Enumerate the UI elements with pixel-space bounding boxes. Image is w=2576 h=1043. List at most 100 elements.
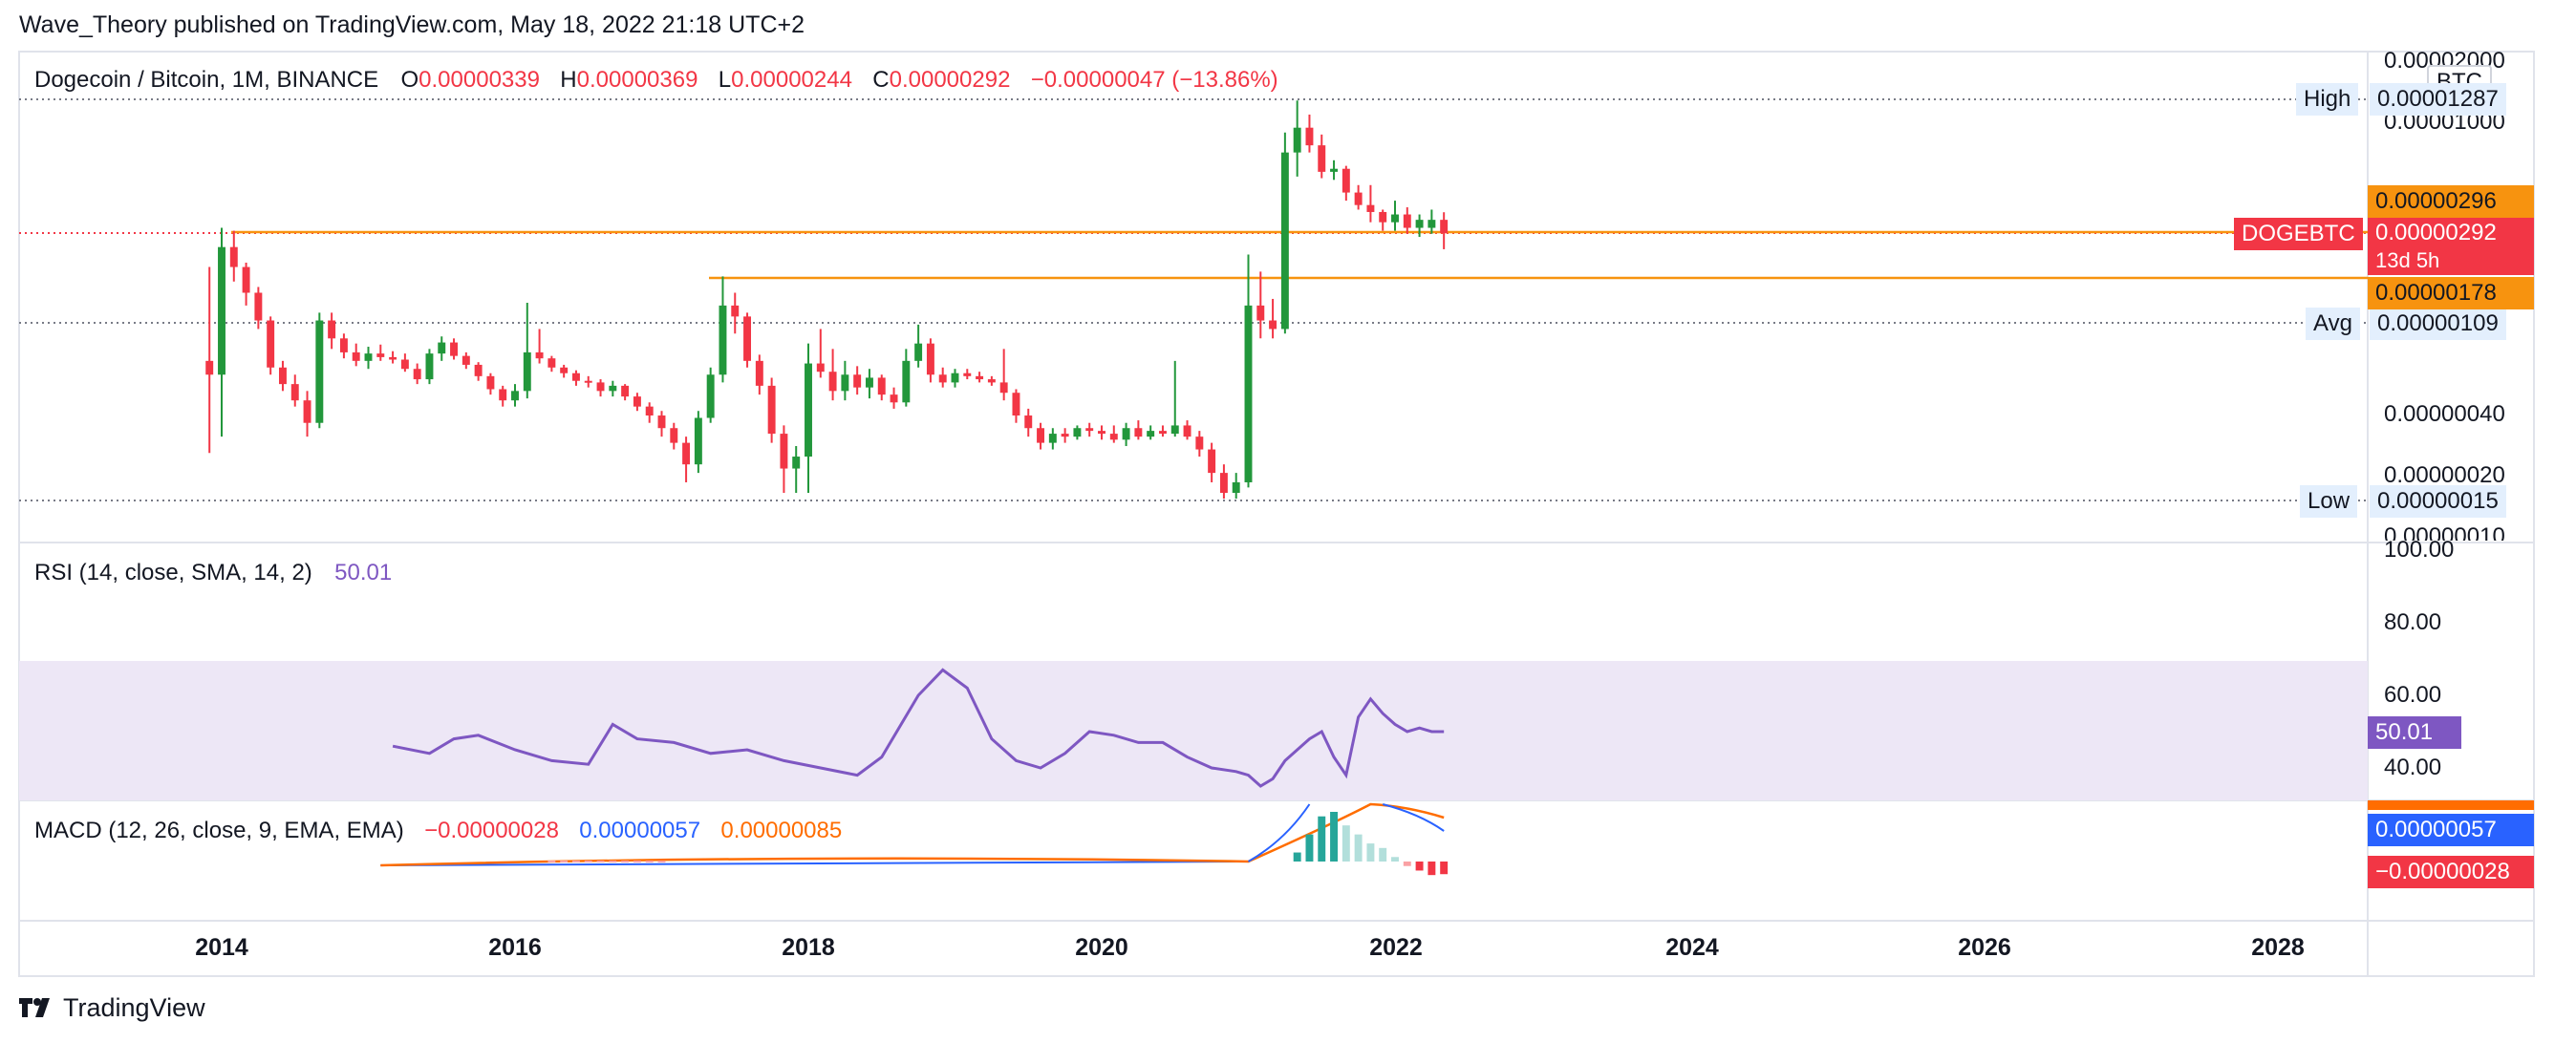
candle-body (1170, 425, 1179, 435)
candle-body (1012, 393, 1020, 416)
symbol-label[interactable]: Dogecoin / Bitcoin, 1M, BINANCE (34, 67, 379, 93)
candle-body (828, 372, 837, 392)
candle-body (328, 320, 336, 339)
candle-body (963, 372, 972, 376)
brand-label: TradingView (63, 993, 205, 1022)
candle-body (1428, 220, 1436, 228)
candle-body (1366, 204, 1375, 212)
candle-body (987, 379, 996, 383)
change-value: −0.00000047 (−13.86%) (1030, 67, 1278, 93)
candle-body (805, 363, 812, 458)
price-tick: 0.00000010 (2384, 523, 2505, 549)
countdown-value: 13d 5h (2375, 248, 2440, 272)
macd-histogram-bar (1293, 852, 1301, 862)
candle-body (389, 356, 397, 360)
macd-histogram-bar (1305, 834, 1314, 862)
price-tick: 0.00000040 (2384, 401, 2505, 427)
candle-body (535, 351, 544, 359)
rsi-value-tag: 50.01 (2368, 716, 2461, 749)
candle-body (339, 338, 348, 352)
candle-body (303, 400, 311, 423)
macd-signal-value: 0.00000085 (720, 818, 843, 843)
candle-body (400, 359, 409, 370)
candle-body (352, 351, 360, 361)
candle-body (731, 305, 740, 317)
candle-body (1391, 214, 1399, 223)
macd-histogram-bar (560, 861, 569, 862)
x-tick: 2014 (195, 934, 248, 961)
macd-line (1248, 803, 1445, 862)
rsi-tick: 80.00 (2384, 609, 2442, 635)
candle-body (229, 246, 238, 267)
candle-body (633, 396, 641, 407)
macd-histogram-bar (1415, 862, 1424, 871)
candle-body (1219, 473, 1228, 494)
macd-histogram-bar (1330, 812, 1339, 862)
rsi-legend: RSI (14, close, SMA, 14, 2) 50.01 (34, 560, 392, 586)
candle-body (694, 417, 702, 465)
macd-histogram-bar (1354, 834, 1363, 862)
symbol-tag: DOGEBTC (2234, 218, 2363, 250)
macd-hist-value: −0.00000028 (424, 818, 559, 843)
candle-body (609, 385, 617, 392)
candle-body (706, 374, 715, 418)
candle-body (1354, 192, 1363, 205)
candle-body (1208, 449, 1216, 474)
x-tick: 2022 (1369, 934, 1423, 961)
price-tick: 0.00000020 (2384, 462, 2505, 488)
candle-body (865, 377, 873, 388)
candle-body (1244, 305, 1253, 482)
high-value: 0.00000369 (576, 67, 698, 93)
macd-label[interactable]: MACD (12, 26, close, 9, EMA, EMA) (34, 818, 404, 843)
candle-body (413, 369, 421, 380)
candle-body (474, 364, 483, 376)
macd-histogram-bar (1379, 847, 1387, 862)
candle-body (242, 266, 250, 293)
candle-body (877, 377, 886, 395)
rsi-band (19, 661, 2368, 800)
candle-body (1061, 434, 1069, 437)
candle-body (364, 353, 373, 361)
avg-tag-value: 0.00000109 (2370, 308, 2506, 340)
candle-body (1330, 168, 1339, 172)
candle-body (743, 316, 752, 361)
candle-body (486, 375, 495, 390)
candle-body (547, 358, 556, 368)
candle-body (425, 353, 434, 380)
candle-body (1073, 428, 1082, 437)
high-tag-value: 0.00001287 (2370, 83, 2506, 116)
macd-histogram-bar (571, 861, 580, 862)
candle-body (450, 342, 459, 356)
macd-line-value: 0.00000057 (579, 818, 701, 843)
candle-body (1024, 415, 1033, 429)
candle-body (290, 384, 299, 401)
x-tick: 2020 (1075, 934, 1128, 961)
candle-body (218, 246, 225, 375)
tradingview-logo-icon (19, 997, 50, 1017)
candle-body (560, 367, 569, 373)
rsi-tick: 60.00 (2384, 682, 2442, 708)
candle-body (853, 374, 862, 388)
rsi-label[interactable]: RSI (14, close, SMA, 14, 2) (34, 560, 312, 585)
macd-histogram-bar (1403, 862, 1411, 866)
avg-tag-label: Avg (2306, 308, 2360, 340)
candle-body (645, 406, 654, 416)
candle-body (1085, 428, 1094, 432)
rsi-tick: 40.00 (2384, 755, 2442, 780)
main-legend: Dogecoin / Bitcoin, 1M, BINANCE O0.00000… (34, 67, 1278, 94)
candle-body (841, 374, 849, 392)
macd-histogram-bar (584, 861, 592, 862)
chart-frame (18, 51, 2535, 977)
macd-histogram-bar (621, 861, 630, 862)
candle-body (376, 353, 385, 357)
candle-body (1318, 145, 1326, 172)
close-value: 0.00000292 (889, 67, 1011, 93)
candle-body (205, 360, 214, 375)
x-tick: 2016 (488, 934, 542, 961)
tradingview-brand[interactable]: TradingView (19, 993, 205, 1023)
candle-body (951, 372, 959, 383)
candle-body (1098, 431, 1106, 435)
level-lower-tag: 0.00000178 (2368, 277, 2534, 309)
candle-body (438, 342, 446, 354)
